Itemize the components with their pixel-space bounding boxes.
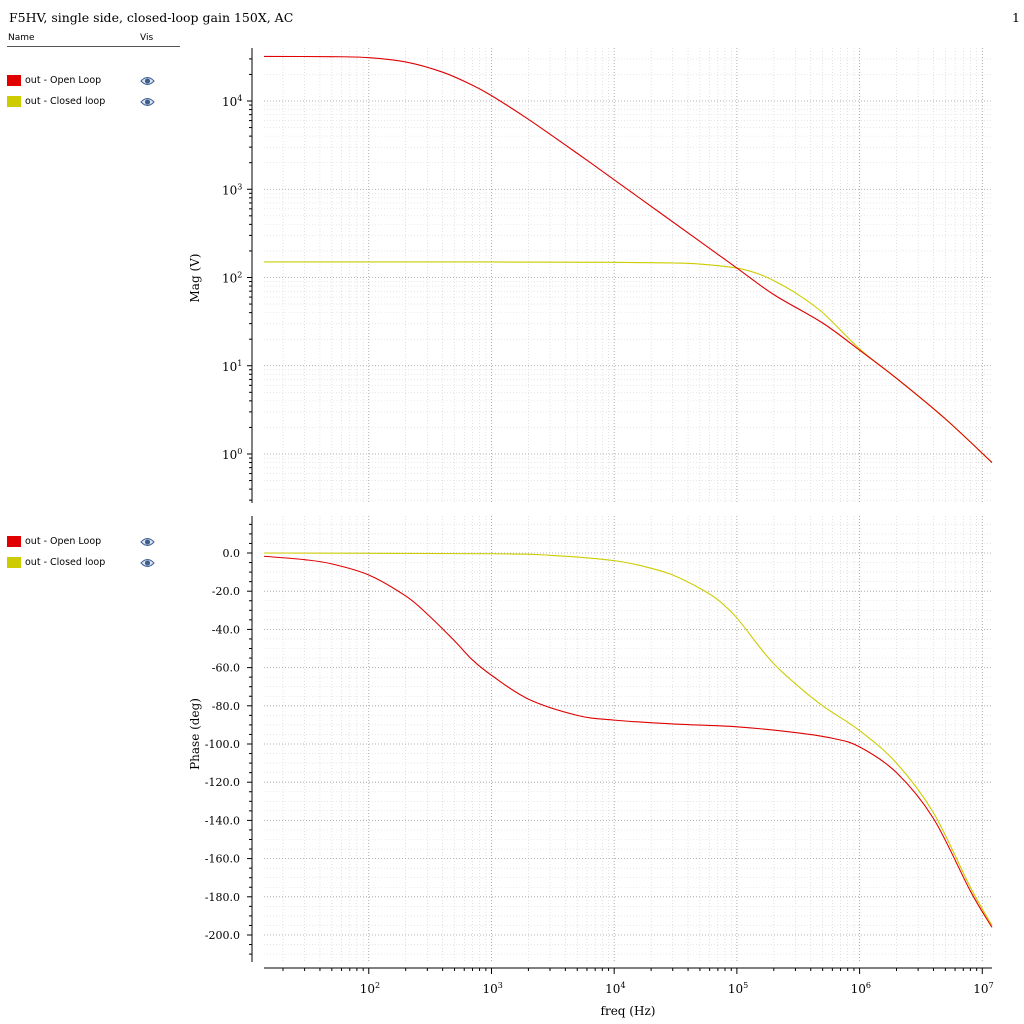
phase-y-tick-label: 0.0 (223, 547, 241, 560)
legend-item-open-loop[interactable]: out - Open Loop (7, 535, 167, 556)
x-tick-label: 107 (973, 981, 993, 996)
chart-title: F5HV, single side, closed-loop gain 150X… (9, 10, 294, 25)
mag-y-tick-label: 102 (222, 271, 242, 286)
legend-swatch (7, 557, 21, 568)
x-tick-label: 105 (728, 981, 748, 996)
phase-y-tick-label: -120.0 (205, 776, 240, 789)
mag-y-tick-label: 104 (222, 94, 242, 109)
x-tick-label: 104 (605, 981, 625, 996)
x-axis-label: freq (Hz) (601, 1004, 656, 1018)
eye-icon[interactable] (140, 536, 155, 548)
legend-label: out - Open Loop (25, 536, 102, 547)
legend-swatch (7, 96, 21, 107)
phase-y-tick-label: -40.0 (212, 623, 240, 636)
phase-y-tick-label: -160.0 (205, 853, 240, 866)
page-number: 1 (1012, 10, 1020, 25)
legend-label: out - Open Loop (25, 75, 102, 86)
phase-y-tick-label: -60.0 (212, 662, 240, 675)
phase-y-tick-label: -100.0 (205, 738, 240, 751)
legend-header-name: Name (8, 33, 35, 43)
legend-label: out - Closed loop (25, 96, 106, 107)
legend-label: out - Closed loop (25, 557, 106, 568)
phase-series-open-loop (263, 555, 993, 928)
legend-item-closed-loop[interactable]: out - Closed loop (7, 556, 167, 577)
legend-item-open-loop[interactable]: out - Open Loop (7, 74, 167, 95)
phase-series-closed-loop (263, 552, 993, 926)
legend-phase: out - Open Loop out - Closed loop (7, 535, 167, 577)
x-tick-label: 102 (360, 981, 380, 996)
mag-grid (264, 48, 992, 503)
eye-icon[interactable] (140, 75, 155, 87)
mag-y-axis-label: Mag (V) (188, 254, 202, 303)
eye-icon[interactable] (140, 96, 155, 108)
legend-header: Name Vis (7, 33, 180, 47)
phase-y-axis-label: Phase (deg) (188, 698, 202, 770)
legend-swatch (7, 75, 21, 86)
mag-y-tick-label: 101 (222, 359, 242, 374)
mag-y-tick-label: 100 (222, 447, 242, 462)
legend-item-closed-loop[interactable]: out - Closed loop (7, 95, 167, 116)
legend-swatch (7, 536, 21, 547)
x-tick-label: 106 (851, 981, 871, 996)
legend-magnitude: out - Open Loop out - Closed loop (7, 74, 167, 116)
eye-icon[interactable] (140, 557, 155, 569)
phase-y-tick-label: -180.0 (205, 891, 240, 904)
phase-y-tick-label: -140.0 (205, 814, 240, 827)
mag-y-tick-label: 103 (222, 182, 242, 197)
phase-y-tick-label: -80.0 (212, 700, 240, 713)
x-tick-label: 103 (482, 981, 502, 996)
mag-series-closed-loop (263, 261, 993, 463)
phase-y-tick-label: -20.0 (212, 585, 240, 598)
phase-y-tick-label: -200.0 (205, 929, 240, 942)
legend-header-vis: Vis (140, 33, 154, 43)
mag-series-open-loop (263, 55, 993, 463)
phase-grid (264, 516, 992, 962)
